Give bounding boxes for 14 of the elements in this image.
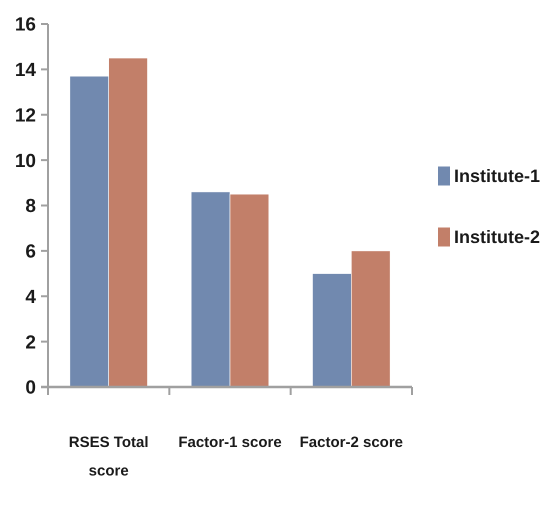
y-tick-label: 12 [14,105,36,126]
x-tick-label: Factor-1 score [178,434,282,451]
legend-label: Institute-1 [454,166,540,186]
x-tick-label: Factor-2 score [300,434,404,451]
y-tick-label: 6 [25,242,36,263]
y-tick-label: 14 [14,60,36,82]
y-tick-label: 4 [25,286,36,308]
y-tick-label: 10 [14,150,36,172]
y-tick-label: 16 [14,14,36,36]
legend-label: Institute-2 [454,226,540,247]
y-tick-label: 0 [25,378,36,399]
x-tick-label: RSES Total score [68,434,149,480]
y-tick-label: 8 [25,196,36,218]
y-tick-label: 2 [25,332,36,354]
